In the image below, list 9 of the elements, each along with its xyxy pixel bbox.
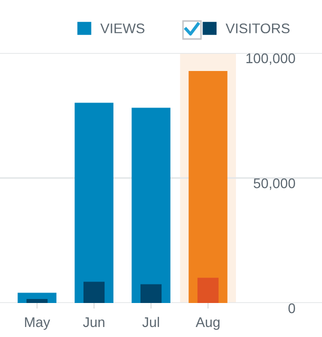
x-tick-label: Jul — [142, 316, 159, 328]
x-tick-label: Aug — [196, 317, 220, 330]
x-tick-label: May — [25, 317, 50, 330]
y-tick-label: 50,000 — [254, 178, 296, 190]
legend-label: VIEWS — [100, 23, 144, 34]
legend-label: VISITORS — [226, 23, 290, 34]
x-tick-label: Jun — [83, 317, 104, 328]
y-tick-label: 0 — [288, 303, 296, 314]
y-tick-label: 100,000 — [246, 53, 296, 65]
